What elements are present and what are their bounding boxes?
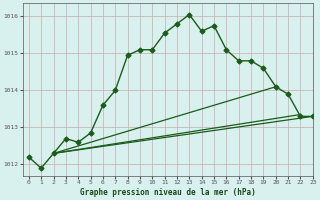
X-axis label: Graphe pression niveau de la mer (hPa): Graphe pression niveau de la mer (hPa) <box>80 188 256 197</box>
